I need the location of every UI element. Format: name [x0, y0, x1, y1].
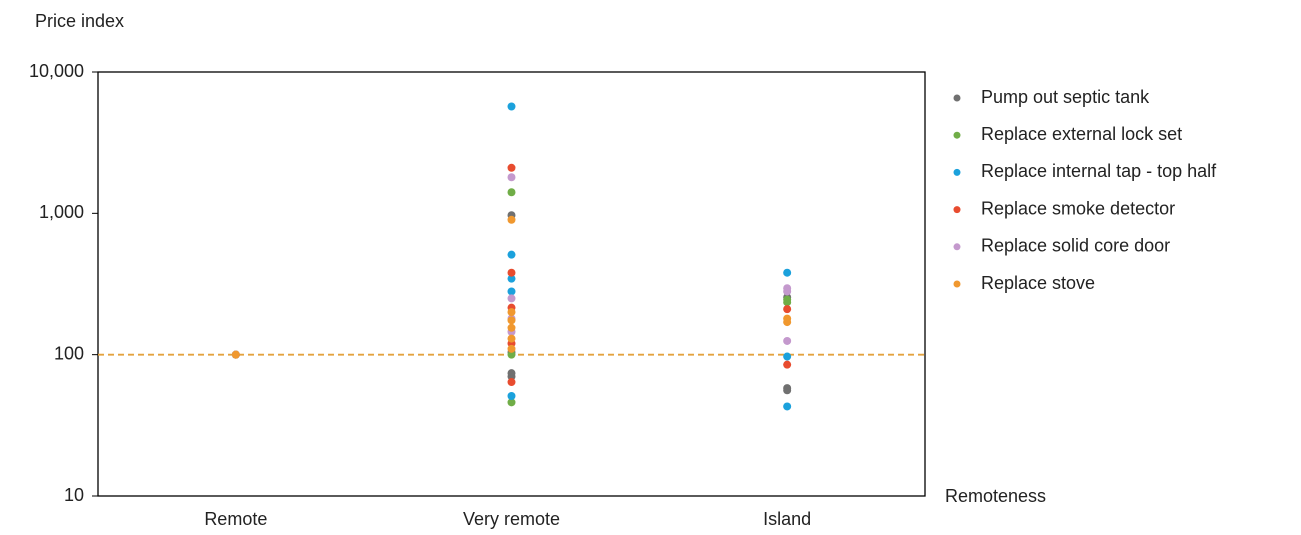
- legend-label: Pump out septic tank: [981, 87, 1150, 107]
- point: [507, 250, 516, 259]
- point: [507, 378, 516, 387]
- y-tick-label: 1,000: [39, 202, 84, 222]
- x-axis-label: Remoteness: [945, 486, 1046, 506]
- point: [507, 268, 516, 277]
- x-tick-label: Remote: [204, 509, 267, 529]
- point: [783, 386, 792, 395]
- legend-marker: [953, 131, 961, 139]
- legend-label: Replace solid core door: [981, 236, 1170, 256]
- legend-marker: [953, 94, 961, 102]
- x-tick-label: Island: [763, 509, 811, 529]
- point: [783, 305, 792, 314]
- point: [507, 274, 516, 283]
- legend-marker: [953, 243, 961, 251]
- point: [507, 391, 516, 400]
- point: [783, 360, 792, 369]
- point: [783, 268, 792, 277]
- y-tick-label: 100: [54, 343, 84, 363]
- point: [783, 287, 792, 296]
- point: [507, 188, 516, 197]
- y-axis-label: Price index: [35, 11, 124, 31]
- legend-marker: [953, 168, 961, 176]
- plot-frame: [97, 71, 926, 497]
- point: [507, 344, 516, 353]
- legend-marker: [953, 206, 961, 214]
- point: [783, 336, 792, 345]
- point: [507, 398, 516, 407]
- point: [507, 323, 516, 332]
- point: [507, 308, 516, 317]
- point: [783, 402, 792, 411]
- point: [231, 350, 240, 359]
- point: [507, 334, 516, 343]
- x-tick-label: Very remote: [463, 509, 560, 529]
- point: [783, 352, 792, 361]
- y-tick-label: 10,000: [29, 61, 84, 81]
- legend-label: Replace smoke detector: [981, 198, 1175, 218]
- point: [507, 350, 516, 359]
- legend-label: Replace external lock set: [981, 124, 1182, 144]
- point: [783, 318, 792, 327]
- point: [507, 287, 516, 296]
- point: [507, 372, 516, 381]
- point: [507, 102, 516, 111]
- legend-label: Replace internal tap - top half: [981, 161, 1217, 181]
- legend-marker: [953, 280, 961, 288]
- y-tick-label: 10: [64, 485, 84, 505]
- point: [507, 294, 516, 303]
- point: [507, 163, 516, 172]
- point: [783, 298, 792, 307]
- legend-label: Replace stove: [981, 273, 1095, 293]
- point: [507, 215, 516, 224]
- point: [507, 316, 516, 325]
- point: [507, 173, 516, 182]
